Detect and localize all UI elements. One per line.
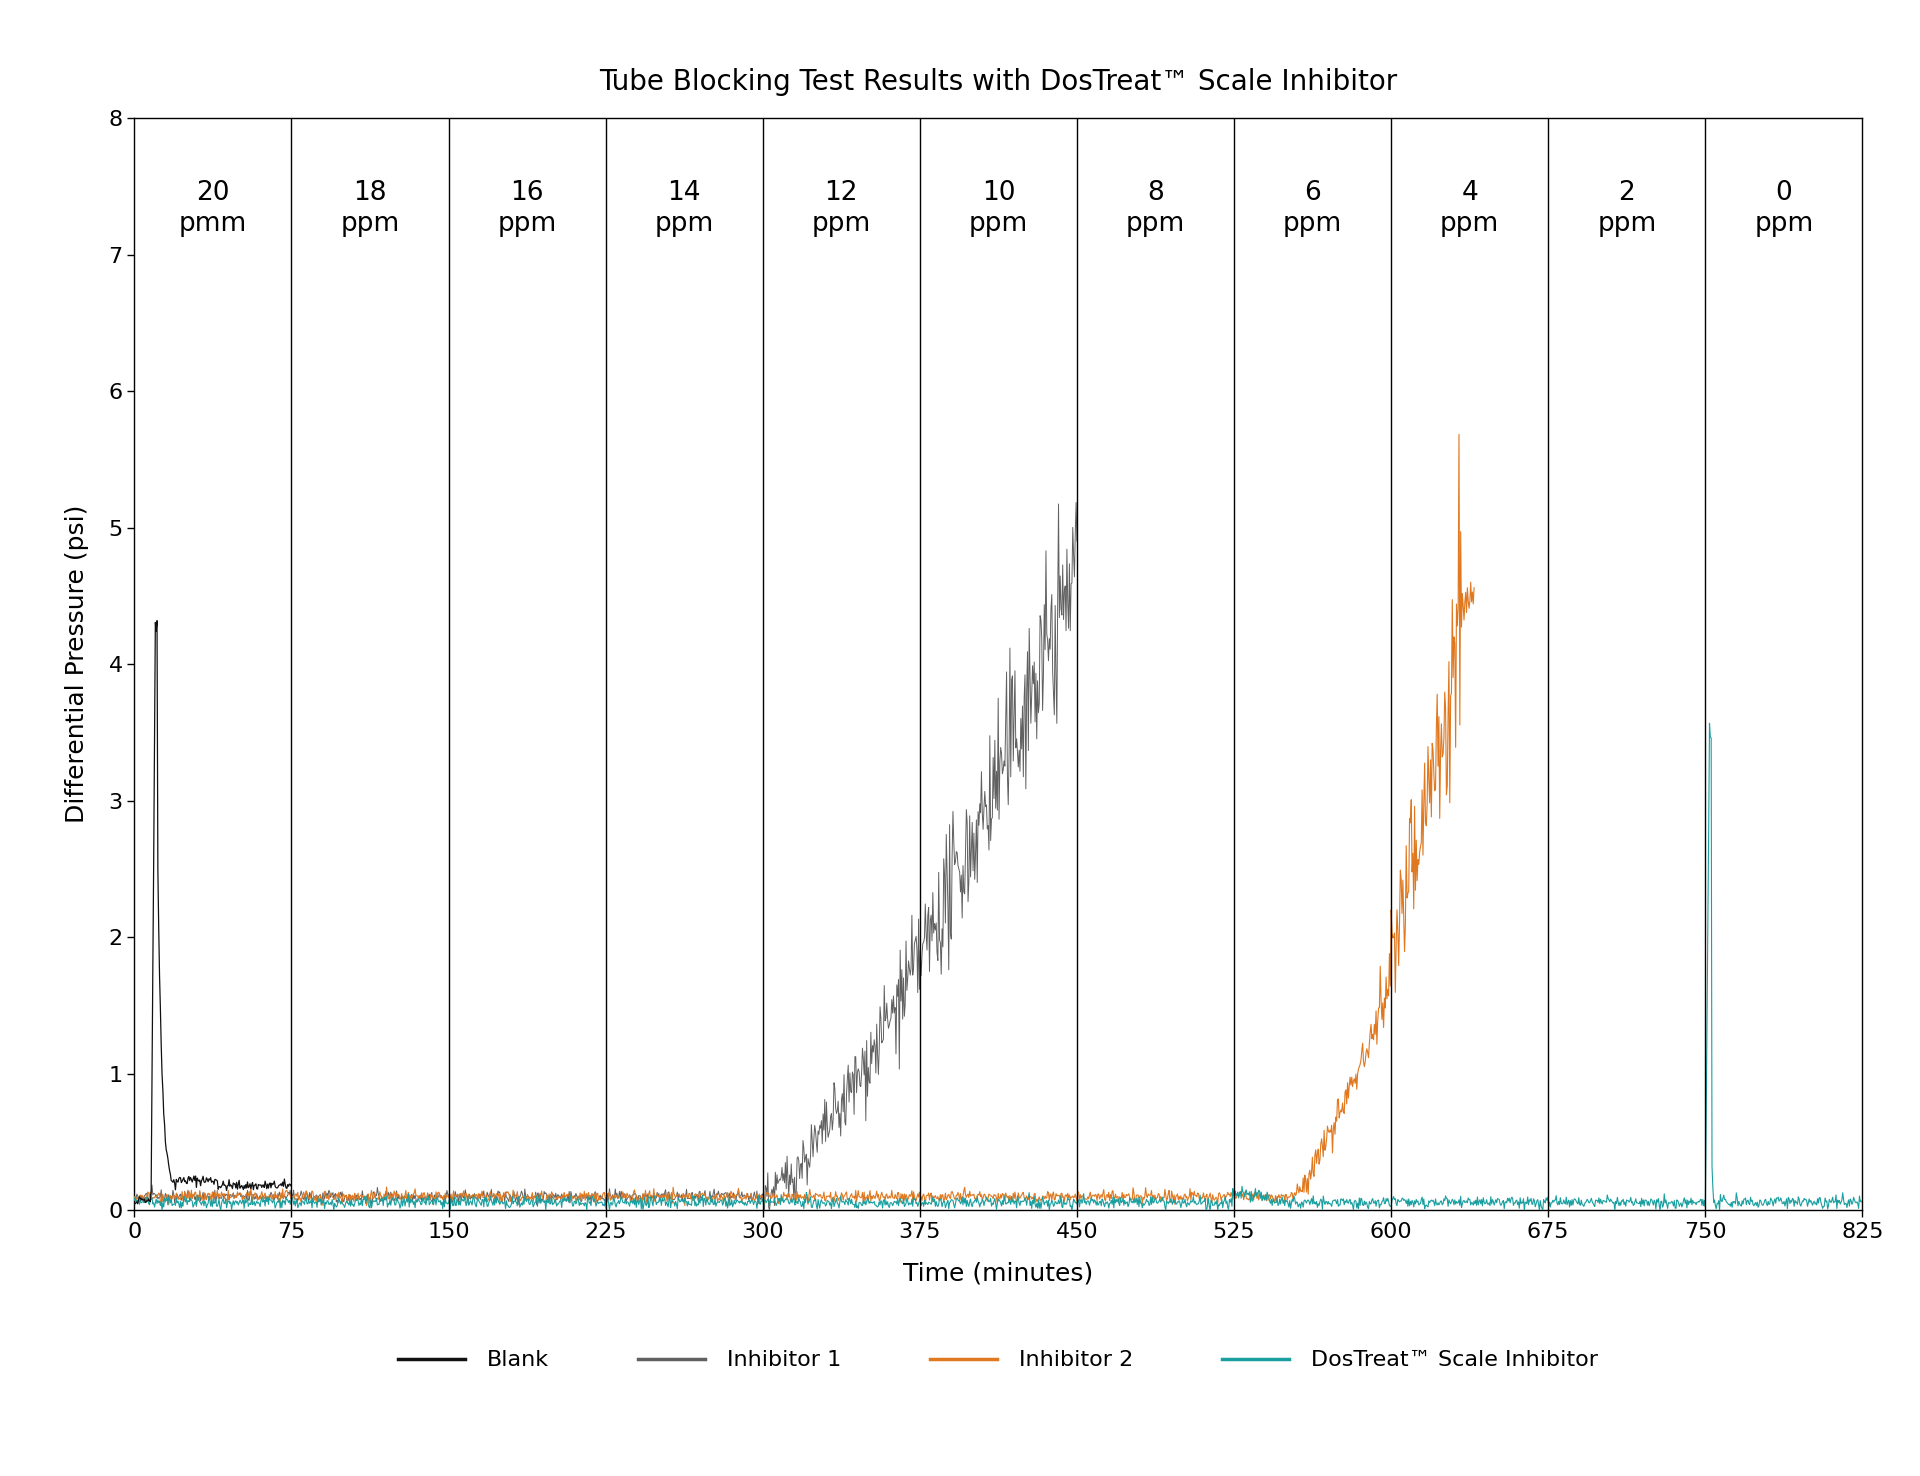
- Title: Tube Blocking Test Results with DosTreat™ Scale Inhibitor: Tube Blocking Test Results with DosTreat…: [599, 68, 1398, 96]
- Text: 20
pmm: 20 pmm: [179, 180, 248, 236]
- Legend: Blank, Inhibitor 1, Inhibitor 2, DosTreat™ Scale Inhibitor: Blank, Inhibitor 1, Inhibitor 2, DosTrea…: [390, 1342, 1607, 1380]
- Text: 2
ppm: 2 ppm: [1597, 180, 1657, 236]
- X-axis label: Time (minutes): Time (minutes): [902, 1262, 1094, 1286]
- Text: 10
ppm: 10 ppm: [970, 180, 1027, 236]
- Text: 16
ppm: 16 ppm: [497, 180, 557, 236]
- Text: 4
ppm: 4 ppm: [1440, 180, 1500, 236]
- Text: 8
ppm: 8 ppm: [1125, 180, 1185, 236]
- Text: 0
ppm: 0 ppm: [1755, 180, 1814, 236]
- Y-axis label: Differential Pressure (psi): Differential Pressure (psi): [65, 505, 88, 824]
- Text: 18
ppm: 18 ppm: [340, 180, 399, 236]
- Text: 14
ppm: 14 ppm: [655, 180, 714, 236]
- Text: 6
ppm: 6 ppm: [1283, 180, 1342, 236]
- Text: 12
ppm: 12 ppm: [812, 180, 872, 236]
